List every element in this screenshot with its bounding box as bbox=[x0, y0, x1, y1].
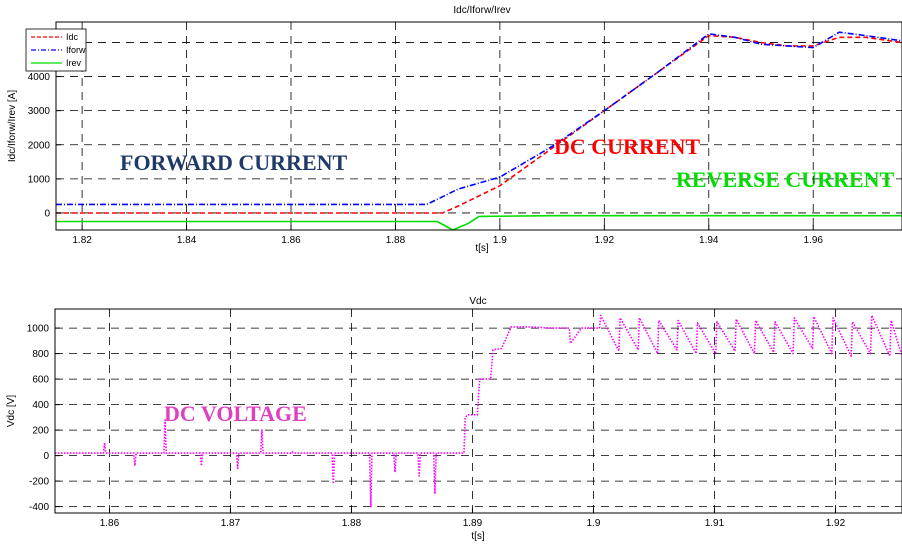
current-x-tick-label: 1.84 bbox=[177, 235, 197, 246]
voltage-y-tick-label: 0 bbox=[43, 451, 49, 462]
current-axes-frame bbox=[55, 21, 902, 231]
current-x-tick-label: 1.96 bbox=[803, 235, 823, 246]
current-ticks: 1.82 1.84 1.86 1.88 1.9 1.92 1.94 1.96 0 1000 2000… bbox=[28, 38, 824, 246]
voltage-series-group bbox=[55, 314, 902, 508]
voltage-y-tick-label: 600 bbox=[32, 375, 49, 386]
voltage-panel: Vdc 1.86 1.87 1.88 1.89 1.9 1.91 1.92 -400 -200 0… bbox=[6, 296, 902, 542]
current-grid bbox=[56, 22, 902, 230]
current-series-group bbox=[56, 31, 902, 231]
current-x-tick-label: 1.9 bbox=[493, 235, 507, 246]
current-y-axis-label: Idc/Iforw/Irev [A] bbox=[7, 90, 18, 162]
voltage-y-tick-label: 200 bbox=[32, 426, 49, 437]
dc-voltage-annotation: DC VOLTAGE bbox=[164, 401, 307, 426]
current-series-irev-line bbox=[56, 214, 902, 231]
voltage-chart-title: Vdc bbox=[469, 296, 486, 307]
legend-idc-label: Idc bbox=[66, 32, 79, 42]
voltage-axes-frame bbox=[54, 308, 902, 514]
voltage-x-tick-label: 1.92 bbox=[826, 518, 846, 529]
current-legend: Idc Iforw Irev bbox=[25, 28, 87, 72]
voltage-y-tick-label: 800 bbox=[32, 349, 49, 360]
current-y-tick-label: 0 bbox=[44, 208, 50, 219]
voltage-x-tick-label: 1.9 bbox=[586, 518, 600, 529]
current-x-tick-label: 1.88 bbox=[386, 235, 406, 246]
voltage-x-tick-label: 1.86 bbox=[100, 518, 120, 529]
current-x-tick-label: 1.92 bbox=[595, 235, 615, 246]
voltage-grid bbox=[55, 309, 902, 513]
legend-irev-label: Irev bbox=[66, 58, 82, 68]
voltage-x-tick-label: 1.91 bbox=[705, 518, 725, 529]
current-y-tick-label: 2000 bbox=[28, 140, 51, 151]
dc-current-annotation: DC CURRENT bbox=[554, 134, 700, 159]
voltage-y-tick-label: 1000 bbox=[27, 324, 50, 335]
current-y-tick-label: 4000 bbox=[28, 72, 51, 83]
current-x-axis-label: t[s] bbox=[475, 243, 489, 254]
current-series-iforw-line bbox=[56, 31, 902, 206]
voltage-y-axis-label: Vdc [V] bbox=[6, 395, 17, 427]
forward-current-annotation: FORWARD CURRENT bbox=[120, 150, 348, 175]
voltage-series-vdc-line bbox=[55, 314, 902, 508]
current-x-tick-label: 1.82 bbox=[72, 235, 92, 246]
legend-iforw-label: Iforw bbox=[66, 45, 86, 55]
voltage-x-tick-label: 1.87 bbox=[221, 518, 241, 529]
current-series-idc-line bbox=[56, 34, 902, 214]
current-x-tick-label: 1.94 bbox=[699, 235, 719, 246]
voltage-plot-area: 1.86 1.87 1.88 1.89 1.9 1.91 1.92 -400 -200 0 200 4… bbox=[27, 308, 902, 529]
voltage-x-tick-label: 1.89 bbox=[463, 518, 483, 529]
voltage-x-axis-label: t[s] bbox=[471, 531, 485, 542]
current-chart-title: Idc/Iforw/Irev bbox=[453, 5, 510, 16]
voltage-y-tick-label: -400 bbox=[29, 502, 49, 513]
voltage-ticks: 1.86 1.87 1.88 1.89 1.9 1.91 1.92 -400 -200 0 200 4… bbox=[27, 324, 846, 529]
current-plot-area: 1.82 1.84 1.86 1.88 1.9 1.92 1.94 1.96 0 1000 2000… bbox=[28, 21, 902, 246]
voltage-x-tick-label: 1.88 bbox=[342, 518, 362, 529]
current-y-tick-label: 1000 bbox=[28, 174, 51, 185]
current-y-tick-label: 3000 bbox=[28, 106, 51, 117]
voltage-y-tick-label: 400 bbox=[32, 400, 49, 411]
current-x-tick-label: 1.86 bbox=[281, 235, 301, 246]
current-panel: Idc/Iforw/Irev 1.82 1.84 1.86 1.88 1.9 1.92 1.… bbox=[7, 5, 902, 254]
voltage-y-tick-label: -200 bbox=[29, 477, 49, 488]
reverse-current-annotation: REVERSE CURRENT bbox=[676, 167, 895, 192]
